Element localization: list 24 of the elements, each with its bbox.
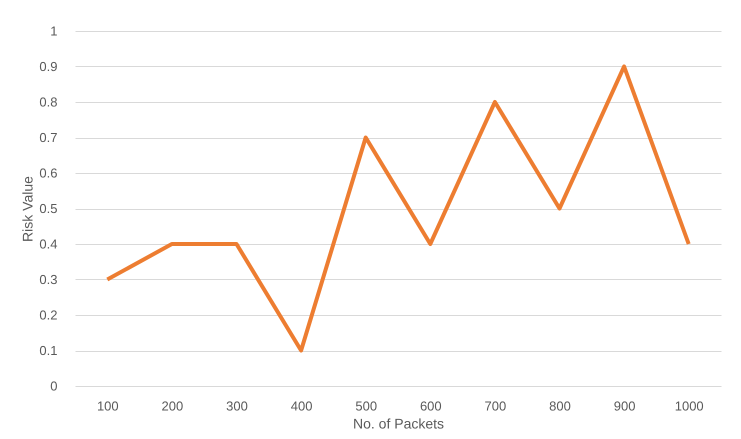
x-tick-label: 300: [226, 398, 248, 414]
x-tick-label: 400: [290, 398, 312, 414]
x-tick-label: 900: [614, 398, 636, 414]
x-tick-label: 1000: [674, 398, 704, 414]
y-tick-label: 0.7: [39, 130, 58, 145]
x-tick-label: 700: [484, 398, 506, 414]
y-tick-label: 0.3: [39, 272, 58, 287]
y-tick-label: 0.8: [39, 94, 58, 110]
y-tick-label: 0.5: [39, 201, 58, 216]
y-tick-label: 0.9: [39, 59, 58, 74]
x-axis-title: No. of Packets: [352, 416, 444, 432]
y-tick-label: 1: [50, 24, 58, 38]
x-tick-label: 500: [355, 398, 378, 414]
y-tick-label: 0: [50, 378, 58, 394]
y-tick-label: 0.4: [39, 236, 58, 252]
y-axis-title: Risk Value: [19, 176, 36, 242]
y-tick-label: 0.2: [39, 308, 58, 322]
y-tick-label: 0.6: [39, 166, 58, 180]
x-tick-label: 100: [96, 398, 119, 414]
x-tick-label: 800: [549, 398, 571, 414]
x-tick-label: 600: [420, 398, 442, 414]
y-tick-label: 0.1: [39, 343, 58, 358]
line-series: [105, 64, 691, 352]
x-tick-label: 200: [162, 398, 184, 414]
